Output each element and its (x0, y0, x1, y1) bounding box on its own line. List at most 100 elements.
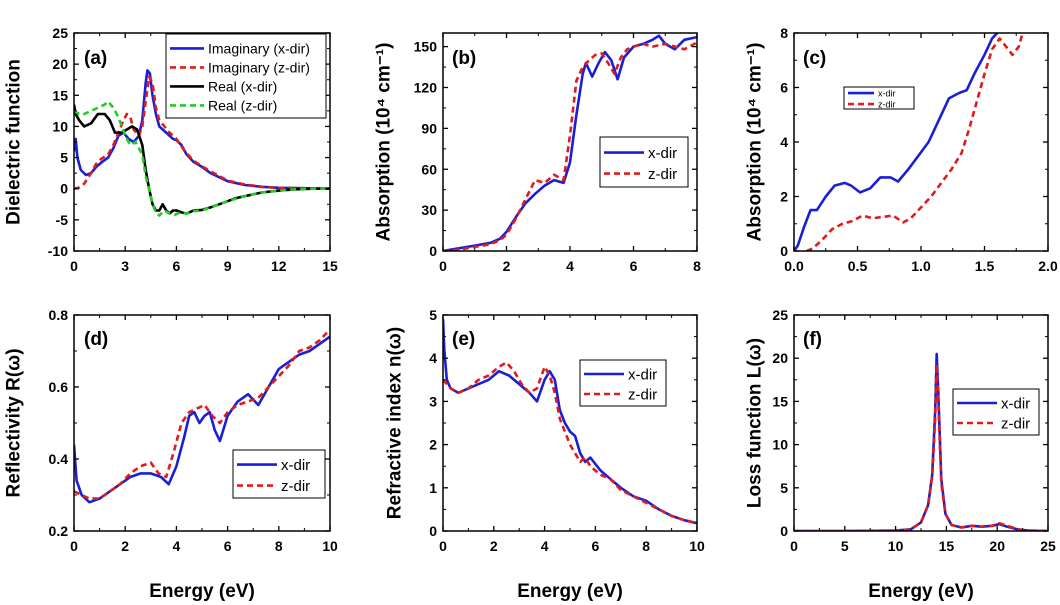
y-axis: 0 1 2 3 4 5 (429, 307, 697, 539)
x-tick-label: 0 (70, 538, 78, 554)
series-line-b-1 (443, 41, 697, 251)
legend-label: z-dir (648, 166, 677, 183)
x-axis-title: Energy (eV) (149, 581, 255, 602)
y-tick-label: 1 (429, 480, 437, 496)
plot-area (794, 352, 1048, 531)
x-tick-label: 8 (693, 258, 701, 274)
panel-label: (d) (84, 329, 108, 350)
x-tick-label: 4 (173, 538, 181, 554)
y-tick-label: 60 (421, 161, 437, 177)
y-axis-title: Absorption (10⁴ cm⁻¹) (745, 43, 766, 242)
x-tick-label: 4 (541, 538, 549, 554)
x-tick-label: 6 (224, 538, 232, 554)
axes-frame (73, 314, 331, 532)
y-tick-label: 8 (780, 25, 788, 41)
x-axis: 0 5 10 15 20 25 (790, 315, 1056, 554)
y-tick-label: 15 (52, 87, 68, 103)
axes-frame (442, 314, 698, 532)
x-tick-label: 2.0 (1038, 258, 1058, 274)
series-line-a-3 (74, 100, 330, 217)
y-tick-label: 30 (421, 202, 437, 218)
y-tick-label: 3 (429, 393, 437, 409)
y-tick-label: 6 (780, 80, 788, 96)
legend: x-dir z-dir (952, 388, 1040, 436)
legend-label: z-dir (1001, 415, 1030, 432)
x-axis-title: Energy (eV) (517, 581, 623, 602)
y-tick-label: 0.2 (49, 523, 69, 539)
x-tick-label: 15 (322, 258, 338, 274)
legend-label: x-dir (281, 457, 310, 474)
legend-label: z-dir (878, 99, 896, 109)
x-tick-label: 10 (888, 538, 904, 554)
y-tick-label: 4 (780, 134, 788, 150)
x-tick-label: 12 (271, 258, 287, 274)
legend-label: Real (x-dir) (208, 78, 277, 94)
series-line-c-0 (794, 33, 999, 251)
y-tick-label: 90 (421, 120, 437, 136)
x-tick-label: 5 (841, 538, 849, 554)
y-tick-label: 2 (780, 189, 788, 205)
axes-frame (793, 32, 1049, 252)
y-tick-label: 25 (52, 25, 68, 41)
plot-area (794, 33, 1024, 251)
panel-label: (f) (803, 329, 822, 350)
chart-panel-b: 0 2 4 6 8 0 30 60 90 120 150 Absorption (10⁴ cm⁻¹) (… (374, 32, 701, 274)
x-tick-label: 4 (566, 258, 574, 274)
x-tick-label: 20 (989, 538, 1005, 554)
y-axis: 0 5 10 15 20 25 (772, 307, 1048, 539)
series-line-e-0 (443, 319, 697, 525)
y-axis-title: Dielectric function (4, 59, 25, 225)
chart-panel-f: 0 5 10 15 20 25 0 5 10 15 20 25 Loss function L(ω) En… (745, 307, 1056, 602)
y-axis: -10 -5 0 5 10 15 20 25 (48, 25, 330, 259)
panel-label: (a) (84, 48, 107, 69)
y-tick-label: 5 (429, 307, 437, 323)
x-tick-label: 6 (592, 538, 600, 554)
x-tick-label: 8 (642, 538, 650, 554)
y-axis-title: Loss function L(ω) (745, 338, 766, 508)
panel-label: (b) (452, 48, 476, 69)
legend-box (232, 449, 326, 499)
x-tick-label: 2 (121, 538, 129, 554)
legend-label: Real (z-dir) (208, 97, 277, 113)
y-tick-label: 120 (414, 80, 438, 96)
x-axis: 0.0 0.5 1.0 1.5 2.0 (784, 33, 1058, 274)
legend: Imaginary (x-dir) Imaginary (z-dir) Real (… (165, 33, 327, 119)
chart-panel-c: 0.0 0.5 1.0 1.5 2.0 0 2 4 6 8 Absorption (10⁴ cm⁻¹… (745, 25, 1058, 274)
x-tick-label: 25 (1040, 538, 1056, 554)
x-tick-label: 1.5 (975, 258, 995, 274)
x-tick-label: 10 (322, 538, 338, 554)
y-tick-label: 20 (772, 350, 788, 366)
x-tick-label: 0 (790, 538, 798, 554)
series-line-e-1 (443, 361, 697, 525)
y-tick-label: 0 (429, 243, 437, 259)
x-tick-label: 1.0 (911, 258, 931, 274)
legend-box (579, 359, 667, 407)
y-axis: 0 2 4 6 8 (780, 25, 1048, 259)
legend-box (952, 388, 1040, 436)
y-tick-label: 150 (414, 39, 438, 55)
legend-label: x-dir (878, 88, 896, 98)
x-axis: 0 2 4 6 8 10 (70, 315, 338, 554)
plot-area (443, 34, 697, 251)
x-tick-label: 9 (224, 258, 232, 274)
series-line-d-1 (74, 328, 330, 500)
y-tick-label: 20 (52, 56, 68, 72)
plot-area (74, 69, 330, 217)
series-line-c-1 (806, 33, 1024, 251)
y-tick-label: -5 (56, 212, 69, 228)
legend-label: Imaginary (z-dir) (208, 59, 310, 75)
legend: x-dir z-dir (232, 449, 326, 499)
x-tick-label: 0.5 (848, 258, 868, 274)
y-tick-label: 0.8 (49, 307, 69, 323)
y-tick-label: 0.4 (49, 451, 69, 467)
series-line-a-2 (74, 104, 330, 215)
y-tick-label: 10 (772, 437, 788, 453)
x-tick-label: 6 (630, 258, 638, 274)
series-line-f-1 (794, 362, 1048, 531)
y-axis-title: Reflectivity R(ω) (4, 348, 25, 497)
legend: x-dir z-dir (579, 359, 667, 407)
chart-panel-d: 0 2 4 6 8 10 0.2 0.4 0.6 0.8 Reflectivity R(ω) Ener… (4, 307, 338, 602)
y-tick-label: 0 (60, 181, 68, 197)
x-tick-label: 2 (490, 538, 498, 554)
